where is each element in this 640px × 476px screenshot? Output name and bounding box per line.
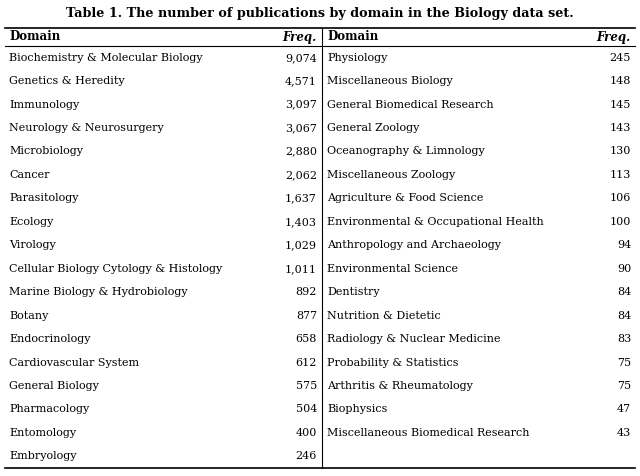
Text: Environmental & Occupational Health: Environmental & Occupational Health [327,217,544,227]
Text: 106: 106 [610,193,631,203]
Text: 1,029: 1,029 [285,240,317,250]
Text: Environmental Science: Environmental Science [327,264,458,274]
Text: Biophysics: Biophysics [327,405,387,415]
Text: Domain: Domain [9,30,60,43]
Text: 1,403: 1,403 [285,217,317,227]
Text: Nutrition & Dietetic: Nutrition & Dietetic [327,311,441,321]
Text: Arthritis & Rheumatology: Arthritis & Rheumatology [327,381,473,391]
Text: Virology: Virology [9,240,56,250]
Text: 75: 75 [617,357,631,367]
Text: Miscellaneous Biomedical Research: Miscellaneous Biomedical Research [327,428,529,438]
Text: Radiology & Nuclear Medicine: Radiology & Nuclear Medicine [327,334,500,344]
Text: 400: 400 [296,428,317,438]
Text: Botany: Botany [9,311,49,321]
Text: Neurology & Neurosurgery: Neurology & Neurosurgery [9,123,164,133]
Text: 658: 658 [296,334,317,344]
Text: Oceanography & Limnology: Oceanography & Limnology [327,147,484,157]
Text: Cellular Biology Cytology & Histology: Cellular Biology Cytology & Histology [9,264,222,274]
Text: 130: 130 [610,147,631,157]
Text: Ecology: Ecology [9,217,53,227]
Text: Physiology: Physiology [327,53,387,63]
Text: Endocrinology: Endocrinology [9,334,90,344]
Text: General Biomedical Research: General Biomedical Research [327,99,493,109]
Text: Domain: Domain [327,30,378,43]
Text: Microbiology: Microbiology [9,147,83,157]
Text: Cardiovascular System: Cardiovascular System [9,357,139,367]
Text: Miscellaneous Biology: Miscellaneous Biology [327,76,452,86]
Text: Miscellaneous Zoology: Miscellaneous Zoology [327,170,455,180]
Text: 90: 90 [617,264,631,274]
Text: Biochemistry & Molecular Biology: Biochemistry & Molecular Biology [9,53,203,63]
Text: 3,097: 3,097 [285,99,317,109]
Text: General Zoology: General Zoology [327,123,419,133]
Text: Immunology: Immunology [9,99,79,109]
Text: 1,637: 1,637 [285,193,317,203]
Text: Anthropology and Archaeology: Anthropology and Archaeology [327,240,501,250]
Text: 113: 113 [610,170,631,180]
Text: Entomology: Entomology [9,428,76,438]
Text: Genetics & Heredity: Genetics & Heredity [9,76,125,86]
Text: 575: 575 [296,381,317,391]
Text: Pharmacology: Pharmacology [9,405,89,415]
Text: 47: 47 [617,405,631,415]
Text: Freq.: Freq. [283,30,317,43]
Text: Marine Biology & Hydrobiology: Marine Biology & Hydrobiology [9,287,188,297]
Text: 84: 84 [617,311,631,321]
Text: 43: 43 [617,428,631,438]
Text: Dentistry: Dentistry [327,287,380,297]
Text: General Biology: General Biology [9,381,99,391]
Text: 148: 148 [610,76,631,86]
Text: Table 1. The number of publications by domain in the Biology data set.: Table 1. The number of publications by d… [66,8,574,20]
Text: 75: 75 [617,381,631,391]
Text: 100: 100 [610,217,631,227]
Text: Parasitology: Parasitology [9,193,79,203]
Text: Cancer: Cancer [9,170,49,180]
Text: 1,011: 1,011 [285,264,317,274]
Text: 4,571: 4,571 [285,76,317,86]
Text: Embryology: Embryology [9,451,77,461]
Text: 2,062: 2,062 [285,170,317,180]
Text: 245: 245 [610,53,631,63]
Text: 504: 504 [296,405,317,415]
Text: 612: 612 [296,357,317,367]
Text: Probability & Statistics: Probability & Statistics [327,357,458,367]
Text: 94: 94 [617,240,631,250]
Text: 246: 246 [296,451,317,461]
Text: Agriculture & Food Science: Agriculture & Food Science [327,193,483,203]
Text: 3,067: 3,067 [285,123,317,133]
Text: 83: 83 [617,334,631,344]
Text: 145: 145 [610,99,631,109]
Text: 892: 892 [296,287,317,297]
Text: 877: 877 [296,311,317,321]
Text: 84: 84 [617,287,631,297]
Text: 2,880: 2,880 [285,147,317,157]
Text: 9,074: 9,074 [285,53,317,63]
Text: Freq.: Freq. [596,30,631,43]
Text: 143: 143 [610,123,631,133]
